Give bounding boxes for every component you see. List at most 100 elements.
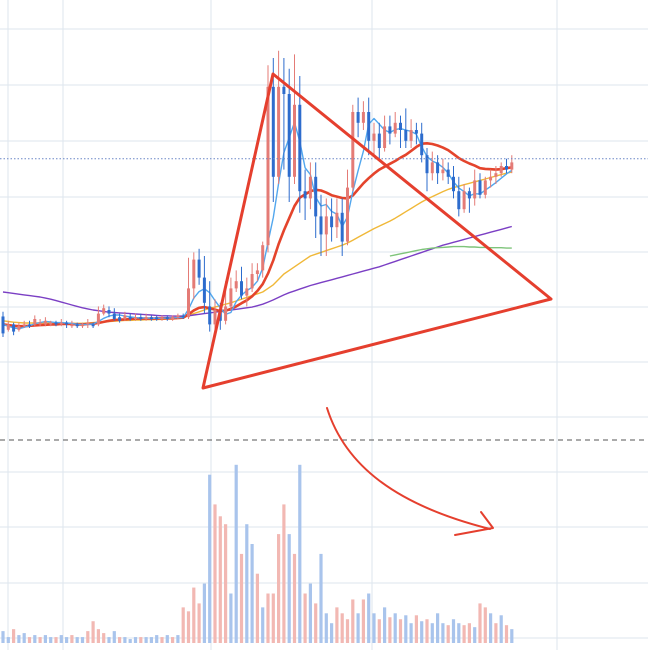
candle-body [340, 212, 344, 242]
volume-bar [361, 599, 365, 643]
volume-bar [6, 637, 10, 643]
volume-bar [1, 631, 5, 643]
candle-body [139, 317, 143, 319]
volume-bar [176, 635, 180, 643]
volume-bar [118, 637, 122, 643]
candle-body [361, 112, 365, 123]
candle-body [229, 288, 233, 307]
candle-body [457, 191, 461, 210]
volume-bar [314, 603, 318, 643]
volume-bar [202, 583, 206, 643]
candle-body [6, 324, 10, 330]
volume-bar [282, 504, 286, 643]
candle-body [377, 133, 381, 148]
volume-bar [420, 621, 424, 643]
candle-body [499, 166, 503, 174]
volume-bar [398, 619, 403, 643]
candle-body [43, 320, 47, 325]
candle-body [467, 191, 471, 199]
volume-bar [160, 637, 164, 643]
volume-bar [123, 637, 127, 643]
candle-body [425, 155, 429, 174]
candle-body [245, 288, 249, 296]
candle-body [510, 162, 514, 170]
candle-body [367, 112, 371, 141]
volume-bar [383, 607, 387, 643]
volume-bar [43, 635, 47, 643]
volume-bar [218, 516, 222, 643]
volume-bar [504, 625, 509, 643]
volume-bar [86, 631, 90, 643]
candle-body [112, 313, 116, 319]
volume-bar [49, 637, 53, 643]
volume-bar [239, 553, 244, 643]
candle-body [165, 317, 169, 319]
candle-body [81, 324, 84, 327]
volume-bar [351, 599, 355, 643]
volume-bar [393, 613, 397, 643]
volume-bar [65, 637, 69, 643]
candle-body [314, 176, 318, 217]
volume-bar [377, 619, 381, 643]
volume-bar [229, 593, 233, 643]
candle-body [266, 86, 270, 246]
candle-body [483, 180, 487, 195]
candle-body [473, 180, 477, 199]
candle-body [372, 133, 376, 141]
annotation-arrow-curve [326, 407, 491, 530]
moving-average-line-ma-vlong [389, 245, 512, 257]
volume-bar [80, 637, 85, 643]
volume-bar [308, 583, 312, 643]
moving-average-line-ma-long [2, 225, 512, 317]
candle-body [192, 259, 196, 289]
candle-body [335, 212, 339, 228]
moving-average-line-ma-mid [2, 142, 512, 328]
candle-body [28, 324, 31, 327]
volume-bar [245, 524, 249, 643]
volume-bar [489, 613, 493, 643]
volume-bar [467, 623, 471, 643]
volume-bar [483, 607, 487, 643]
volume-bar [510, 629, 514, 643]
candle-body [160, 317, 164, 319]
volume-bar [224, 524, 228, 643]
volume-bar [266, 593, 270, 643]
volume-bar [457, 623, 461, 643]
candle-body [489, 176, 493, 181]
volume-bar [499, 615, 503, 643]
candle-body [213, 310, 217, 325]
volume-bar [213, 504, 217, 643]
candle-body [430, 162, 434, 174]
volume-bar [27, 637, 32, 643]
candle-body [118, 317, 122, 321]
volume-bar [112, 631, 116, 643]
candle-body [1, 316, 5, 334]
volume-bar [446, 625, 450, 643]
candle-body [399, 122, 402, 130]
candle-body [414, 130, 418, 134]
candle-body [277, 86, 281, 177]
volume-bar [144, 637, 148, 643]
candle-body [208, 306, 212, 325]
volume-bar [96, 629, 100, 643]
volume-bar [494, 623, 498, 643]
volume-bar [345, 619, 350, 643]
candle-body [75, 324, 79, 327]
volume-bar [462, 625, 466, 643]
volume-bar [38, 637, 42, 643]
candle-body [70, 324, 74, 327]
volume-bar [149, 637, 153, 643]
candle-body [91, 324, 95, 327]
volume-bar [250, 544, 254, 643]
candle-body [33, 319, 37, 325]
volume-bar [155, 635, 159, 643]
volume-bar [208, 474, 212, 643]
candle-body [155, 317, 159, 319]
candle-body [420, 133, 424, 156]
candle-body [202, 277, 206, 303]
volume-bar [33, 635, 37, 643]
candle-body [144, 317, 148, 319]
candle-body [298, 104, 302, 192]
volume-bar [441, 623, 445, 643]
